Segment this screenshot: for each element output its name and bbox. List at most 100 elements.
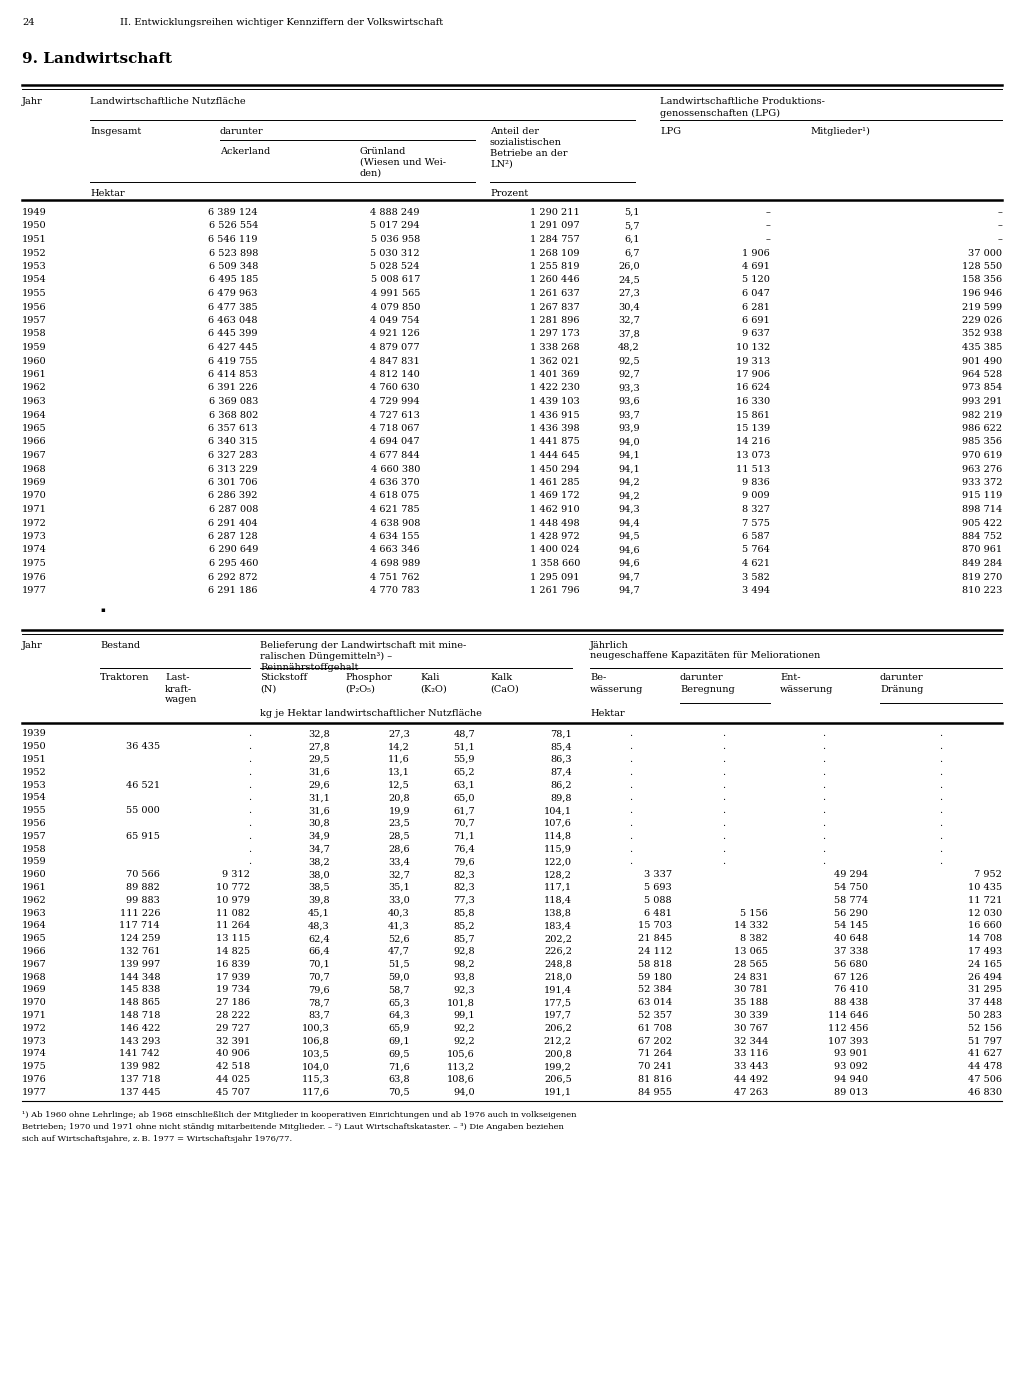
Text: 98,2: 98,2 <box>454 960 475 969</box>
Text: 1 422 230: 1 422 230 <box>530 383 580 393</box>
Text: 5 156: 5 156 <box>740 908 768 918</box>
Text: 5 088: 5 088 <box>644 896 672 905</box>
Text: 6 526 554: 6 526 554 <box>209 222 258 230</box>
Text: .: . <box>822 806 825 816</box>
Text: 5 120: 5 120 <box>742 276 770 284</box>
Text: 4 691: 4 691 <box>742 262 770 271</box>
Text: 884 752: 884 752 <box>962 532 1002 542</box>
Text: 1976: 1976 <box>22 572 47 582</box>
Text: 1 291 097: 1 291 097 <box>530 222 580 230</box>
Text: 94,0: 94,0 <box>454 1087 475 1097</box>
Text: 352 938: 352 938 <box>962 329 1002 339</box>
Text: .: . <box>249 729 252 739</box>
Text: 41 627: 41 627 <box>968 1050 1002 1058</box>
Text: .: . <box>723 819 726 828</box>
Text: 819 270: 819 270 <box>962 572 1002 582</box>
Text: 105,6: 105,6 <box>447 1050 475 1058</box>
Text: 9 009: 9 009 <box>742 492 770 500</box>
Text: 1963: 1963 <box>22 908 47 918</box>
Text: 6 281: 6 281 <box>742 303 770 311</box>
Text: 5,1: 5,1 <box>625 208 640 216</box>
Text: 38,0: 38,0 <box>308 871 330 879</box>
Text: 48,2: 48,2 <box>618 343 640 351</box>
Text: 1955: 1955 <box>22 289 47 298</box>
Text: 1959: 1959 <box>22 343 47 351</box>
Text: 1973: 1973 <box>22 1036 47 1046</box>
Text: 50 283: 50 283 <box>968 1011 1002 1020</box>
Text: 82,3: 82,3 <box>454 883 475 892</box>
Text: .: . <box>939 832 942 841</box>
Text: 93,8: 93,8 <box>454 973 475 981</box>
Text: 29,6: 29,6 <box>308 781 330 790</box>
Text: kraft-: kraft- <box>165 685 193 693</box>
Text: .: . <box>630 806 633 816</box>
Text: LN²): LN²) <box>490 160 513 169</box>
Text: 23,5: 23,5 <box>388 819 410 828</box>
Text: 993 291: 993 291 <box>962 397 1002 407</box>
Text: .: . <box>939 857 942 867</box>
Text: 79,6: 79,6 <box>308 985 330 995</box>
Text: 1939: 1939 <box>22 729 47 739</box>
Text: 29 727: 29 727 <box>216 1024 250 1034</box>
Text: 1967: 1967 <box>22 451 47 460</box>
Text: .: . <box>939 819 942 828</box>
Text: 1 295 091: 1 295 091 <box>530 572 580 582</box>
Text: 206,2: 206,2 <box>544 1024 572 1034</box>
Text: .: . <box>723 781 726 790</box>
Text: 92,8: 92,8 <box>454 947 475 956</box>
Text: 26 494: 26 494 <box>968 973 1002 981</box>
Text: 1977: 1977 <box>22 586 47 595</box>
Text: 964 528: 964 528 <box>962 371 1002 379</box>
Text: 67 126: 67 126 <box>834 973 868 981</box>
Text: 37 000: 37 000 <box>968 248 1002 258</box>
Text: 21 845: 21 845 <box>638 934 672 944</box>
Text: 191,4: 191,4 <box>544 985 572 995</box>
Text: 6 427 445: 6 427 445 <box>208 343 258 351</box>
Text: 13,1: 13,1 <box>388 768 410 777</box>
Text: 1962: 1962 <box>22 896 47 905</box>
Text: Insgesamt: Insgesamt <box>90 127 141 136</box>
Text: 51,1: 51,1 <box>454 743 475 751</box>
Text: Landwirtschaftliche Produktions-: Landwirtschaftliche Produktions- <box>660 96 825 106</box>
Text: 4 760 630: 4 760 630 <box>371 383 420 393</box>
Text: 1957: 1957 <box>22 316 47 325</box>
Text: 100,3: 100,3 <box>302 1024 330 1034</box>
Text: 16 660: 16 660 <box>968 922 1002 930</box>
Text: 15 139: 15 139 <box>736 424 770 433</box>
Text: 1953: 1953 <box>22 781 47 790</box>
Text: (Wiesen und Wei-: (Wiesen und Wei- <box>360 158 446 167</box>
Text: 47,7: 47,7 <box>388 947 410 956</box>
Text: 106,8: 106,8 <box>302 1036 330 1046</box>
Text: 49 294: 49 294 <box>834 871 868 879</box>
Text: 810 223: 810 223 <box>962 586 1002 595</box>
Text: 32 391: 32 391 <box>216 1036 250 1046</box>
Text: 148 718: 148 718 <box>120 1011 160 1020</box>
Text: 138,8: 138,8 <box>544 908 572 918</box>
Text: Anteil der: Anteil der <box>490 127 539 136</box>
Text: 89,8: 89,8 <box>551 794 572 802</box>
Text: 104,1: 104,1 <box>544 806 572 816</box>
Text: 1954: 1954 <box>22 276 47 284</box>
Text: 6 287 008: 6 287 008 <box>209 504 258 514</box>
Text: Ackerland: Ackerland <box>220 147 270 156</box>
Text: 6 290 649: 6 290 649 <box>209 546 258 554</box>
Text: 6 481: 6 481 <box>644 908 672 918</box>
Text: 248,8: 248,8 <box>544 960 572 969</box>
Text: 29,5: 29,5 <box>308 755 330 763</box>
Text: 89 013: 89 013 <box>834 1087 868 1097</box>
Text: 1953: 1953 <box>22 262 47 271</box>
Text: 10 979: 10 979 <box>216 896 250 905</box>
Text: 10 132: 10 132 <box>736 343 770 351</box>
Text: .: . <box>822 781 825 790</box>
Text: 40 906: 40 906 <box>216 1050 250 1058</box>
Text: 94,4: 94,4 <box>618 518 640 528</box>
Text: 14 332: 14 332 <box>733 922 768 930</box>
Text: 5 036 958: 5 036 958 <box>371 236 420 244</box>
Text: 27,3: 27,3 <box>388 729 410 739</box>
Text: 4 677 844: 4 677 844 <box>371 451 420 460</box>
Text: Belieferung der Landwirtschaft mit mine-: Belieferung der Landwirtschaft mit mine- <box>260 641 466 649</box>
Text: 6 587: 6 587 <box>742 532 770 542</box>
Text: Jährlich: Jährlich <box>590 641 629 649</box>
Text: 1 401 369: 1 401 369 <box>530 371 580 379</box>
Text: 901 490: 901 490 <box>962 357 1002 365</box>
